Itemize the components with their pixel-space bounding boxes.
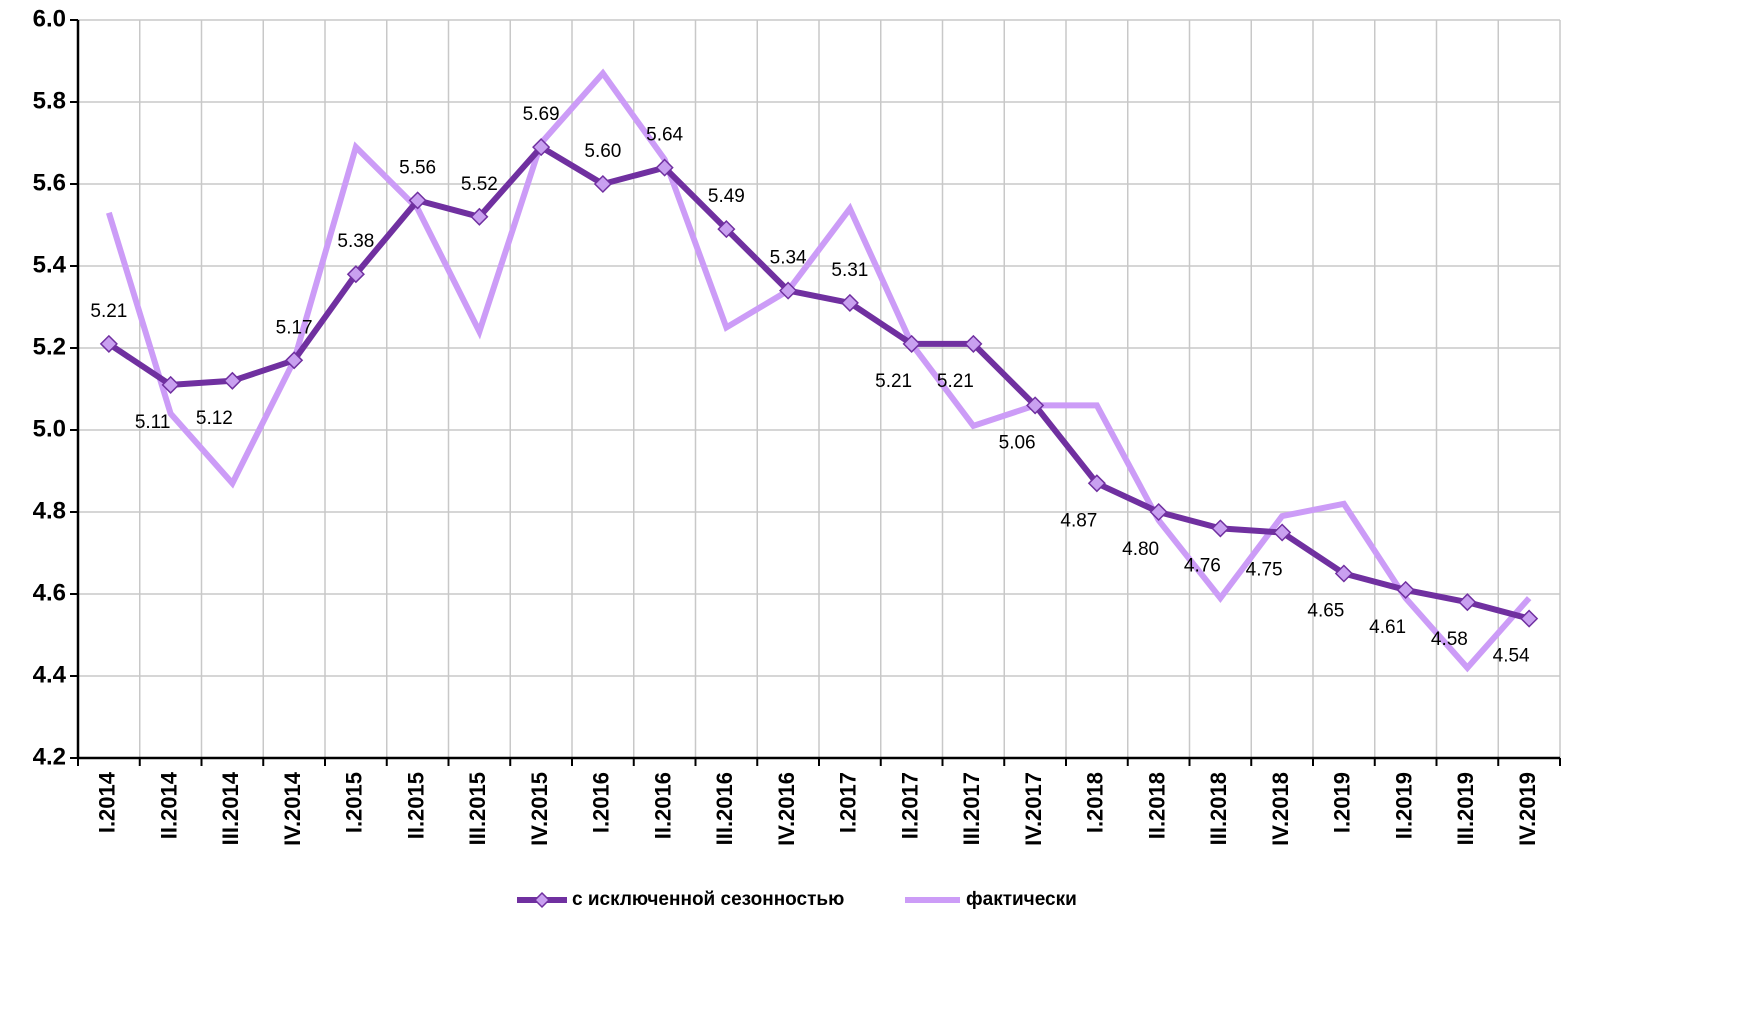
y-tick-label: 4.8 [33, 497, 66, 524]
data-marker [593, 174, 612, 194]
data-label: 4.75 [1246, 560, 1283, 581]
series-line [106, 68, 1532, 673]
series-line [107, 144, 1530, 622]
x-tick-label: II.2018 [1144, 772, 1169, 839]
data-label: 5.12 [196, 408, 233, 429]
x-tick-label: III.2014 [218, 771, 243, 845]
data-marker [655, 158, 674, 177]
y-tick-label: 4.2 [33, 743, 66, 770]
y-tick-label: 6.0 [33, 5, 66, 32]
data-marker [779, 281, 798, 300]
data-marker [223, 371, 242, 390]
data-label: 5.52 [461, 174, 498, 195]
data-label: 4.58 [1431, 629, 1468, 650]
x-tick-label: III.2015 [465, 772, 490, 845]
y-tick-label: 5.2 [33, 333, 66, 360]
data-marker [161, 375, 180, 394]
data-marker [532, 138, 551, 157]
x-tick-label: III.2018 [1206, 772, 1231, 845]
data-label: 5.21 [875, 371, 912, 392]
data-marker [346, 265, 365, 284]
legend-marker [533, 891, 551, 909]
data-label: 5.56 [399, 157, 436, 178]
data-marker [1149, 502, 1168, 522]
data-marker [840, 293, 859, 312]
x-tick-label: III.2019 [1453, 772, 1478, 845]
data-label: 4.65 [1307, 601, 1344, 622]
data-label: 5.06 [999, 432, 1036, 453]
x-tick-label: II.2019 [1391, 772, 1416, 839]
data-label: 5.17 [276, 317, 313, 338]
data-label: 4.76 [1184, 555, 1221, 576]
data-label: 5.34 [770, 248, 807, 269]
legend-label: с исключенной сезонностью [572, 889, 844, 910]
x-tick-label: IV.2019 [1515, 772, 1540, 846]
x-tick-label: II.2017 [897, 772, 922, 839]
x-tick-label: IV.2017 [1021, 772, 1046, 846]
data-marker [1458, 593, 1477, 612]
x-tick-label: I.2016 [589, 772, 614, 833]
data-marker [1273, 523, 1292, 542]
data-label: 4.54 [1493, 646, 1530, 667]
y-tick-label: 5.8 [33, 87, 66, 114]
data-marker [1026, 396, 1045, 415]
data-label: 5.69 [523, 104, 560, 125]
data-marker [470, 207, 489, 226]
data-marker [99, 334, 118, 353]
data-label: 5.11 [135, 412, 171, 433]
x-tick-label: I.2018 [1083, 772, 1108, 833]
x-tick-label: IV.2016 [774, 772, 799, 846]
x-tick-label: I.2019 [1330, 772, 1355, 833]
data-marker [1087, 474, 1106, 493]
data-label: 5.60 [584, 141, 621, 162]
data-marker [1211, 519, 1230, 538]
data-marker [964, 334, 983, 353]
data-marker [285, 351, 304, 370]
data-label: 5.49 [708, 186, 745, 207]
data-label: 5.21 [90, 301, 127, 322]
y-tick-label: 4.6 [33, 579, 66, 606]
data-label: 4.61 [1369, 617, 1406, 638]
data-marker [408, 191, 427, 210]
data-label: 5.21 [937, 371, 974, 392]
x-tick-label: IV.2015 [527, 772, 552, 846]
data-marker [1520, 609, 1539, 628]
x-tick-label: III.2016 [712, 772, 737, 845]
x-tick-label: I.2014 [95, 771, 120, 833]
data-marker [717, 220, 736, 239]
data-label: 4.87 [1060, 510, 1097, 531]
legend-label: фактически [966, 889, 1077, 910]
x-tick-label: I.2015 [342, 772, 367, 833]
data-marker [1396, 580, 1415, 599]
data-marker [902, 334, 921, 353]
x-tick-label: I.2017 [836, 772, 861, 833]
x-tick-label: II.2016 [650, 772, 675, 839]
data-label: 4.80 [1122, 539, 1159, 560]
x-tick-label: IV.2014 [280, 771, 305, 846]
y-tick-label: 4.4 [33, 661, 67, 688]
x-tick-label: II.2014 [156, 771, 181, 839]
x-tick-label: III.2017 [959, 772, 984, 845]
data-label: 5.31 [831, 260, 868, 281]
x-tick-label: II.2015 [403, 772, 428, 839]
y-tick-label: 5.4 [33, 251, 67, 278]
data-marker [1334, 564, 1353, 583]
y-tick-label: 5.0 [33, 415, 66, 442]
y-tick-label: 5.6 [33, 169, 66, 196]
x-tick-label: IV.2018 [1268, 772, 1293, 846]
data-label: 5.38 [337, 231, 374, 252]
data-label: 5.64 [646, 125, 683, 146]
